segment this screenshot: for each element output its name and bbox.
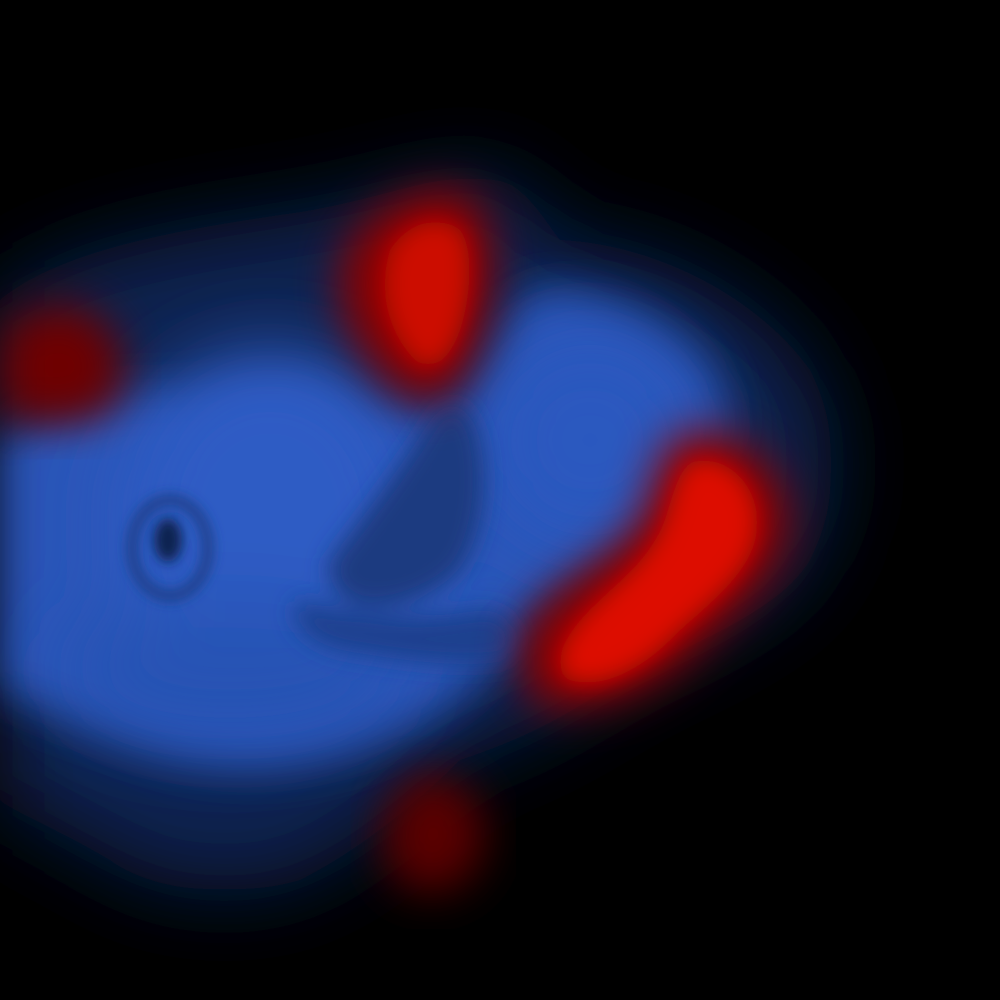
blue-groove-shape — [329, 402, 484, 607]
blue-groove-band — [294, 600, 519, 665]
red-top-lobe — [339, 187, 494, 402]
blue-pit — [127, 495, 213, 601]
blue-core-right — [480, 330, 700, 550]
red-bottom-lobe — [381, 772, 486, 893]
red-bottom-shape — [381, 772, 486, 893]
blue-pit-shape — [154, 518, 182, 562]
red-top-core — [384, 221, 470, 366]
red-right-core — [559, 460, 758, 683]
blue-pit-ring — [127, 495, 213, 601]
red-left-shape — [0, 303, 125, 424]
red-left-lobe — [0, 303, 125, 424]
red-right-lobe — [520, 429, 790, 710]
blue-dark-groove — [294, 402, 519, 665]
